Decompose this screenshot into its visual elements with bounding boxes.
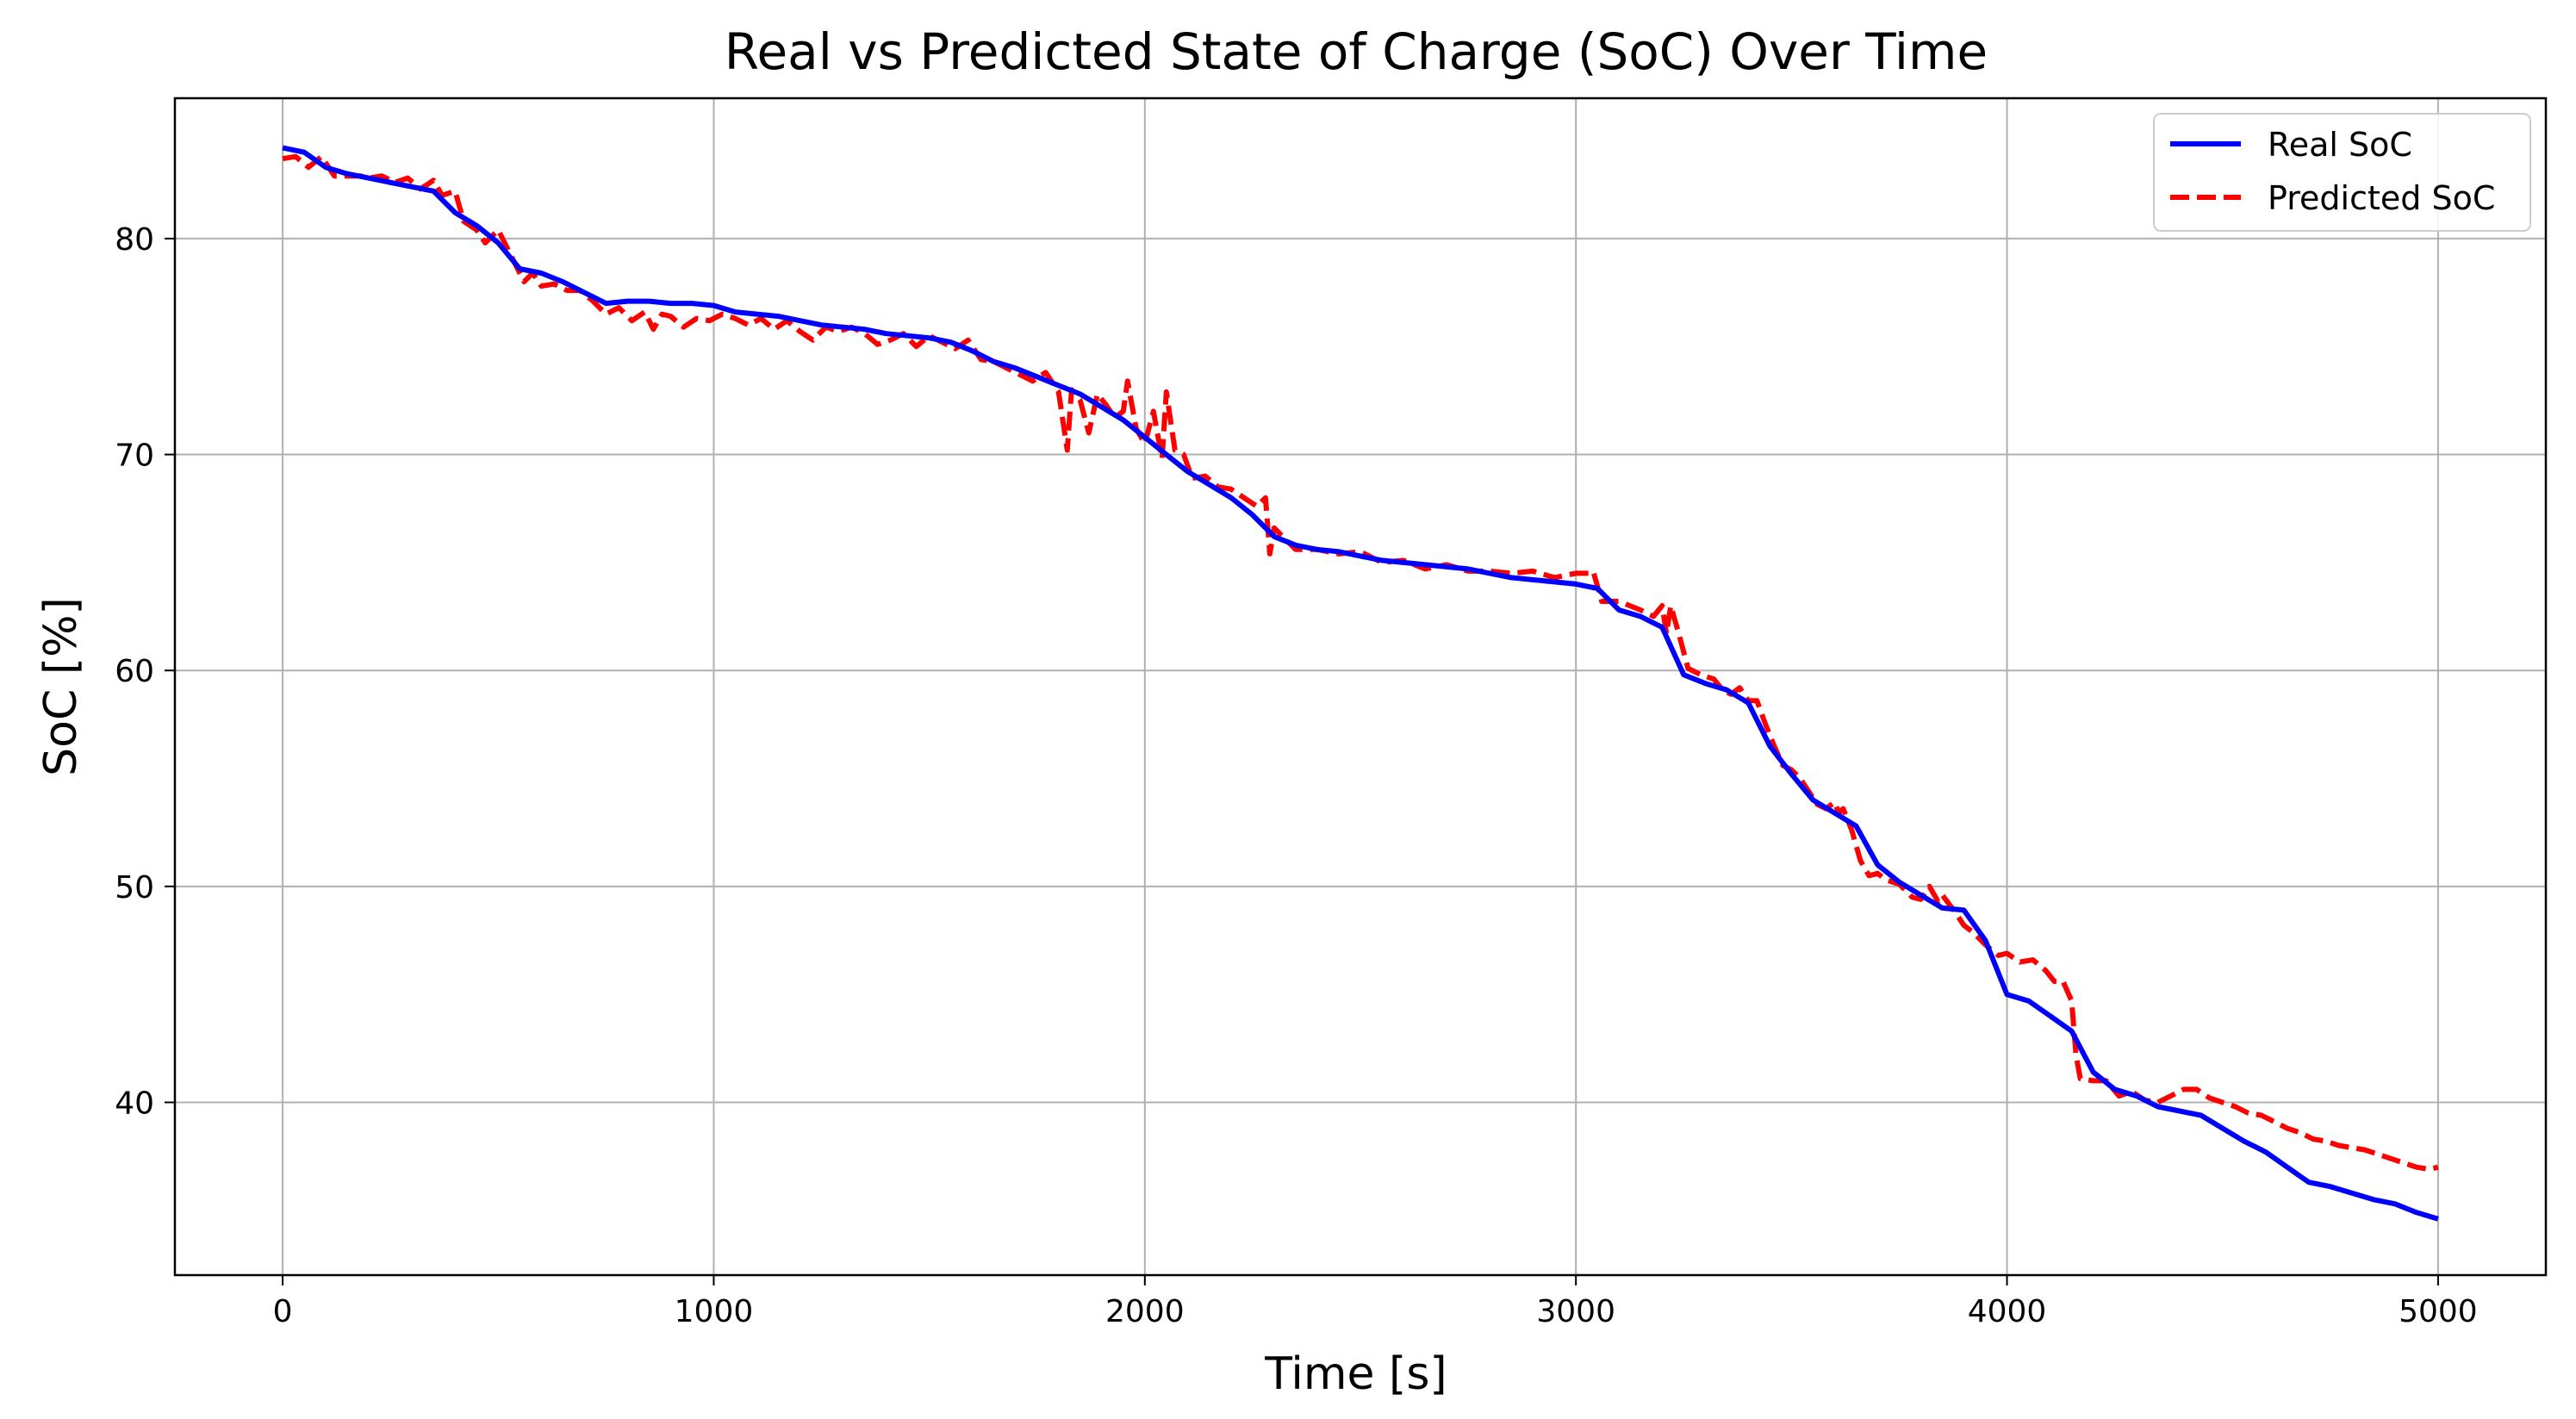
y-tick-label: 40 <box>115 1086 154 1121</box>
y-tick-label: 50 <box>115 870 154 906</box>
x-tick-label: 5000 <box>2399 1294 2478 1329</box>
plot-frame <box>173 96 2548 1277</box>
y-tick-label: 70 <box>115 439 154 474</box>
axis-ticks: 0 1000 2000 3000 4000 5000 40 50 60 70 80 <box>115 222 2478 1329</box>
y-axis-label: SoC [%] <box>35 597 87 776</box>
legend-real-label: Real SoC <box>2268 126 2412 164</box>
x-tick-label: 2000 <box>1105 1294 1185 1329</box>
x-tick-label: 4000 <box>1968 1294 2047 1329</box>
real-soc-line <box>282 145 2439 1222</box>
legend: Real SoC Predicted SoC <box>2153 113 2531 232</box>
x-axis-label: Time [s] <box>1264 1348 1447 1400</box>
x-tick-label: 3000 <box>1536 1294 1615 1329</box>
chart-title: Real vs Predicted State of Charge (SoC) … <box>725 22 1988 81</box>
x-tick-label: 0 <box>273 1294 293 1329</box>
y-tick-label: 80 <box>115 222 154 258</box>
legend-box <box>2153 113 2531 232</box>
x-tick-label: 1000 <box>675 1294 754 1329</box>
y-tick-label: 60 <box>115 654 154 689</box>
legend-predicted-label: Predicted SoC <box>2268 179 2495 217</box>
series-lines <box>282 145 2439 1222</box>
